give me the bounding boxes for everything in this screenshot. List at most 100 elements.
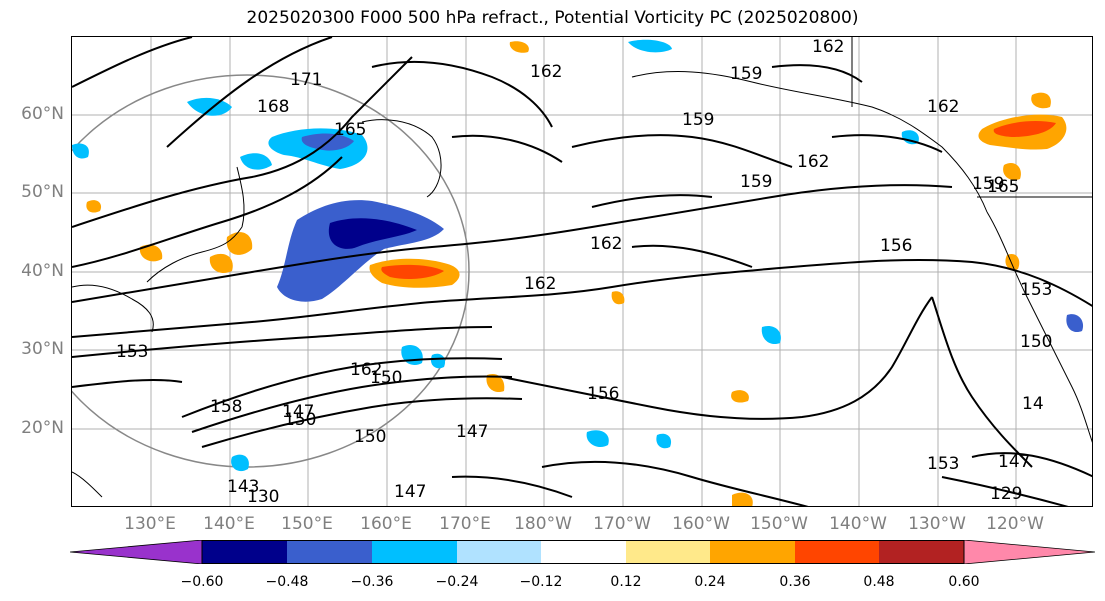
pv-negative-blob bbox=[761, 325, 781, 345]
contour-label: 153 bbox=[927, 454, 959, 474]
pv-positive-blob bbox=[732, 492, 753, 506]
colorbar-extend-high bbox=[963, 540, 1095, 564]
pv-positive-blob bbox=[611, 291, 625, 305]
lon-label: 170°W bbox=[593, 514, 651, 534]
colorbar-segment bbox=[879, 540, 964, 564]
colorbar-tick-label: −0.48 bbox=[265, 574, 309, 590]
map-canvas: 171 168 165 162 162 159 159 159 162 162 … bbox=[72, 37, 1092, 507]
contour-label: 150 bbox=[1020, 332, 1052, 352]
contour-label: 162 bbox=[524, 274, 556, 294]
pv-negative-blob bbox=[430, 353, 446, 369]
pv-negative-blob bbox=[240, 153, 272, 170]
colorbar-tick-label: 0.36 bbox=[779, 574, 811, 590]
contour-label: 165 bbox=[334, 120, 366, 140]
contour-label: 130 bbox=[247, 487, 279, 507]
contours bbox=[72, 37, 1092, 506]
contour-label: 150 bbox=[354, 427, 386, 447]
colorbar-tick-label: −0.36 bbox=[350, 574, 394, 590]
contour-label: 158 bbox=[210, 397, 242, 417]
map-title: 2025020300 F000 500 hPa refract., Potent… bbox=[246, 8, 859, 28]
contour-label: 156 bbox=[587, 384, 619, 404]
contour-label: 150 bbox=[284, 410, 316, 430]
contour-labels: 171 168 165 162 162 159 159 159 162 162 … bbox=[116, 37, 1052, 507]
contour-label: 162 bbox=[530, 62, 562, 82]
contour-label: 159 bbox=[740, 172, 772, 192]
colorbar-tick-label: 0.24 bbox=[694, 574, 726, 590]
contour-label: 143 bbox=[227, 477, 259, 497]
colorbar-segment bbox=[710, 540, 795, 564]
pv-positive-blob bbox=[209, 253, 233, 274]
pv-positive-blob bbox=[509, 41, 529, 53]
contour-label: 147 bbox=[998, 452, 1030, 472]
pv-positive-blob bbox=[486, 373, 505, 393]
colorbar-segment bbox=[372, 540, 457, 564]
contour-label: 168 bbox=[257, 97, 289, 117]
colorbar-tick-label: −0.60 bbox=[180, 574, 224, 590]
colorbar-tick-label: 0.48 bbox=[863, 574, 895, 590]
lon-label: 130°W bbox=[908, 514, 966, 534]
pv-negative-blob bbox=[187, 97, 232, 116]
pv-negative-blob bbox=[72, 143, 89, 159]
pv-positive-blob bbox=[226, 232, 253, 255]
colorbar-segment bbox=[541, 540, 626, 564]
colorbar bbox=[70, 540, 1095, 564]
coastlines bbox=[72, 37, 1092, 498]
pv-positive-core bbox=[993, 121, 1056, 137]
lat-label: 60°N bbox=[21, 104, 64, 124]
colorbar-tick-label: −0.12 bbox=[519, 574, 563, 590]
colorbar-segment bbox=[626, 540, 710, 564]
contour-label: 153 bbox=[116, 342, 148, 362]
lon-label: 120°W bbox=[986, 514, 1044, 534]
contour-label: 153 bbox=[1020, 280, 1052, 300]
pv-positive-blob bbox=[86, 200, 102, 213]
colorbar-tick-label: 0.60 bbox=[948, 574, 980, 590]
pv-negative-blob bbox=[628, 39, 672, 53]
contour-label: 165 bbox=[987, 177, 1019, 197]
pv-positive-blob bbox=[731, 390, 749, 403]
colorbar-tick-label: −0.24 bbox=[435, 574, 479, 590]
lat-label: 50°N bbox=[21, 182, 64, 202]
lon-label: 130°E bbox=[124, 514, 176, 534]
pv-negative-blob bbox=[656, 433, 672, 449]
colorbar-segment bbox=[795, 540, 879, 564]
colorbar-extend-low bbox=[70, 540, 203, 564]
pv-negative-blob bbox=[586, 430, 609, 448]
contour-label: 162 bbox=[812, 37, 844, 57]
contour-label: 162 bbox=[927, 97, 959, 117]
pv-positive-blob bbox=[139, 244, 163, 262]
colorbar-segment bbox=[457, 540, 541, 564]
pv-shading bbox=[72, 39, 1084, 506]
pv-positive-core bbox=[381, 264, 444, 279]
lon-label: 140°E bbox=[203, 514, 255, 534]
lon-label: 180°W bbox=[514, 514, 572, 534]
lon-label: 150°E bbox=[281, 514, 333, 534]
pv-positive-blob bbox=[1003, 162, 1021, 181]
contour-label: 162 bbox=[590, 234, 622, 254]
contour-label: 162 bbox=[797, 152, 829, 172]
colorbar-tick-label: 0.12 bbox=[610, 574, 642, 590]
contour-label: 147 bbox=[394, 482, 426, 502]
colorbar-segment bbox=[287, 540, 372, 564]
pv-positive-blob bbox=[1031, 92, 1051, 109]
contour-label: 171 bbox=[290, 70, 322, 90]
contour-label: 147 bbox=[456, 422, 488, 442]
lon-label: 170°E bbox=[439, 514, 491, 534]
lon-label: 160°E bbox=[360, 514, 412, 534]
contour-label: 129 bbox=[990, 484, 1022, 504]
lon-label: 160°W bbox=[672, 514, 730, 534]
contour-label: 156 bbox=[880, 236, 912, 256]
contour-label: 147 bbox=[282, 402, 314, 422]
pv-negative-blob bbox=[1066, 314, 1084, 333]
lat-label: 30°N bbox=[21, 339, 64, 359]
lat-label: 20°N bbox=[21, 418, 64, 438]
map-panel[interactable]: 171 168 165 162 162 159 159 159 162 162 … bbox=[71, 36, 1093, 507]
lon-label: 140°W bbox=[829, 514, 887, 534]
colorbar-segment bbox=[202, 540, 287, 564]
lon-label: 150°W bbox=[750, 514, 808, 534]
pv-negative-blob bbox=[401, 344, 423, 366]
contour-label: 150 bbox=[370, 368, 402, 388]
contour-label: 159 bbox=[972, 174, 1004, 194]
contour-label: 159 bbox=[730, 64, 762, 84]
pv-negative-blob bbox=[231, 454, 249, 472]
contour-label: 159 bbox=[682, 110, 714, 130]
